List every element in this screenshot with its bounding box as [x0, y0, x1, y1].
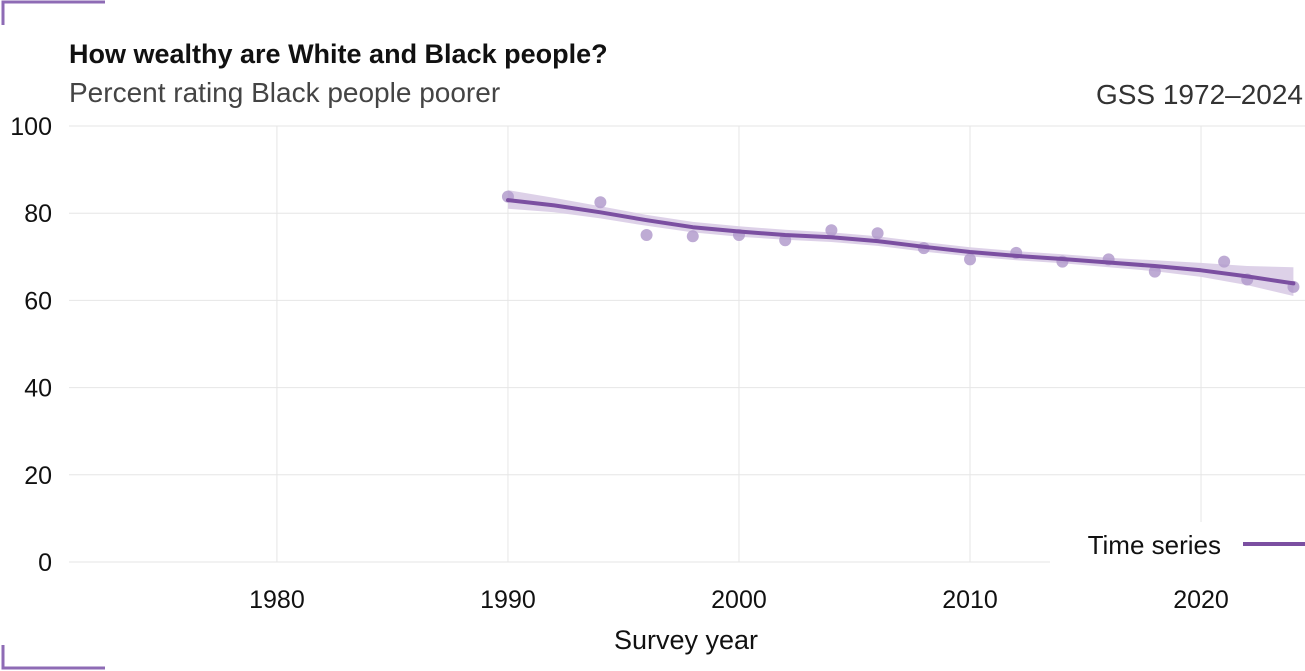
data-point [686, 230, 699, 243]
chart-source: GSS 1972–2024 [1096, 79, 1303, 110]
x-tick-label: 2020 [1173, 586, 1229, 614]
x-tick-label: 2010 [942, 586, 998, 614]
data-point [964, 253, 977, 266]
corner-mark-top [1, 0, 105, 25]
data-point [1218, 255, 1231, 268]
x-tick-label: 1990 [480, 586, 536, 614]
data-point [779, 234, 792, 247]
legend-label: Time series [1088, 530, 1221, 560]
y-tick-label: 40 [24, 375, 52, 403]
x-axis-ticks: 1980 1990 2000 2010 2020 [249, 586, 1229, 614]
trend-line [506, 198, 1296, 286]
y-tick-label: 0 [38, 549, 52, 577]
y-tick-label: 60 [24, 287, 52, 315]
data-point [825, 224, 838, 237]
data-point [1148, 265, 1161, 278]
chart-title: How wealthy are White and Black people? [69, 39, 608, 69]
legend: Time series [1050, 522, 1305, 570]
corner-mark-bottom [1, 645, 105, 670]
data-point [871, 227, 884, 240]
y-tick-label: 100 [10, 113, 52, 141]
series-line-time-series [506, 198, 1296, 286]
x-tick-label: 1980 [249, 586, 305, 614]
chart-subtitle: Percent rating Black people poorer [69, 77, 500, 108]
y-axis-ticks: 0 20 40 60 80 100 [10, 113, 52, 577]
y-tick-label: 80 [24, 200, 52, 228]
data-point [594, 196, 607, 209]
grid [69, 125, 1305, 563]
data-points [501, 190, 1300, 293]
y-tick-label: 20 [24, 462, 52, 490]
x-axis-label: Survey year [614, 625, 758, 655]
x-tick-label: 2000 [711, 586, 767, 614]
data-point [640, 229, 653, 241]
